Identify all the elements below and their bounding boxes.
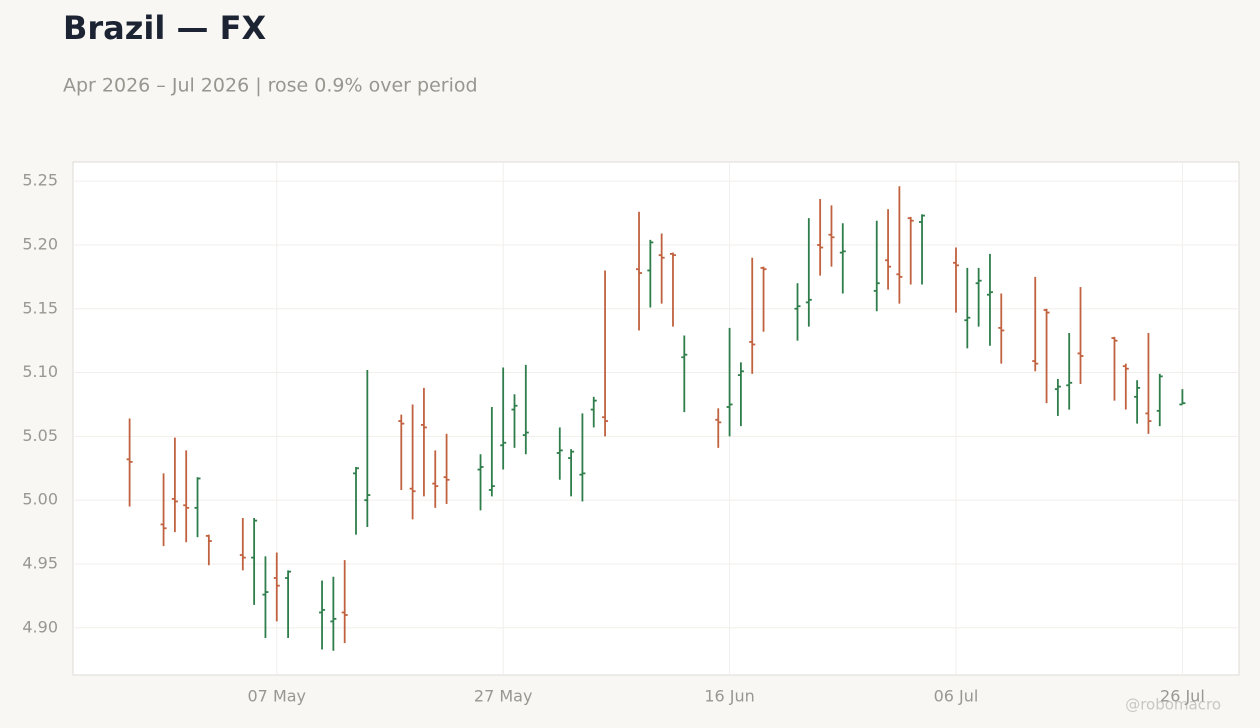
y-tick-label: 5.10 [22,362,58,381]
y-tick-label: 5.20 [22,234,58,253]
chart-subtitle: Apr 2026 – Jul 2026 | rose 0.9% over per… [63,75,478,97]
y-tick-label: 4.90 [22,617,58,636]
y-tick-label: 4.95 [22,553,58,572]
x-tick-label: 07 May [248,687,307,706]
y-tick-label: 5.00 [22,490,58,509]
chart-title: Brazil — FX [63,9,266,47]
y-tick-label: 5.15 [22,298,58,317]
x-tick-label: 06 Jul [934,687,979,706]
y-tick-label: 5.05 [22,426,58,445]
watermark: @robomacro [1125,696,1221,714]
y-tick-label: 5.25 [22,171,58,190]
x-tick-label: 26 Jul [1160,687,1205,706]
x-tick-label: 16 Jun [704,687,754,706]
x-tick-label: 27 May [474,687,533,706]
plot-area [72,161,1240,676]
